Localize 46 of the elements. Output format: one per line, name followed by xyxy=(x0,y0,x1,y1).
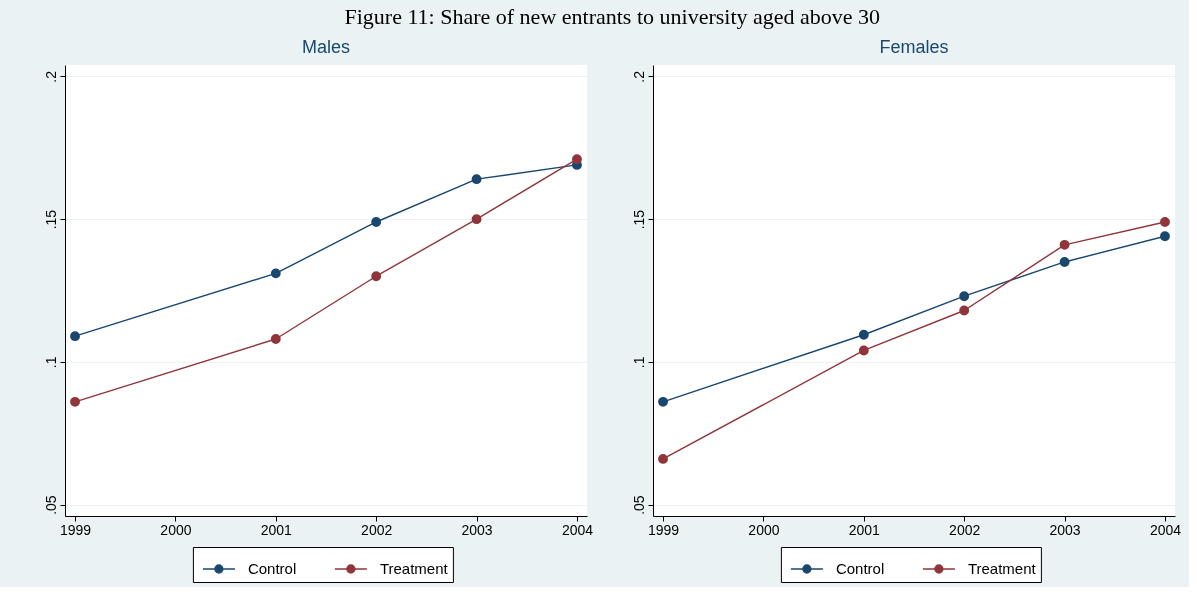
x-tick-label: 2001 xyxy=(848,521,881,538)
point xyxy=(270,268,281,279)
y-tick-label: .1 xyxy=(42,356,59,369)
x-tick-label: 2001 xyxy=(260,521,293,538)
x-tick-label: 2003 xyxy=(461,521,493,538)
x-tick-label: 2000 xyxy=(160,521,192,538)
point xyxy=(471,174,482,185)
point xyxy=(858,345,869,356)
y-tick-label: .2 xyxy=(42,70,59,83)
x-tick-label: 2004 xyxy=(1149,521,1182,538)
point xyxy=(270,334,281,344)
point xyxy=(371,271,382,282)
x-tick-label: 1999 xyxy=(647,521,680,538)
point xyxy=(658,396,668,407)
point xyxy=(959,291,970,302)
chart-title: Males xyxy=(301,37,351,57)
legend-label: Control xyxy=(835,560,885,577)
point xyxy=(1160,217,1170,227)
point xyxy=(658,453,668,464)
y-tick-label: .15 xyxy=(630,209,647,230)
point xyxy=(70,331,80,342)
x-tick-label: 2000 xyxy=(748,521,780,538)
legend-label: Treatment xyxy=(967,560,1037,577)
point xyxy=(1059,239,1070,250)
x-tick-label: 1999 xyxy=(59,521,92,538)
x-tick-label: 2002 xyxy=(361,521,393,538)
point xyxy=(858,329,869,340)
chart-title: Females xyxy=(879,37,949,57)
y-tick-label: .1 xyxy=(630,356,647,369)
point xyxy=(70,396,80,407)
legend-label: Treatment xyxy=(379,560,449,577)
x-tick-label: 2003 xyxy=(1049,521,1081,538)
y-tick-label: .05 xyxy=(630,495,647,515)
y-tick-label: .15 xyxy=(42,209,59,230)
point xyxy=(959,305,970,316)
y-tick-label: .05 xyxy=(42,495,59,515)
y-tick-label: .2 xyxy=(630,70,647,83)
caption: Figure 11: Share of new entrants to university aged above 30 xyxy=(344,4,881,29)
point xyxy=(471,214,482,225)
x-tick-label: 2004 xyxy=(561,521,594,538)
legend-label: Control xyxy=(247,560,297,577)
point xyxy=(371,217,382,227)
point xyxy=(572,154,582,165)
point xyxy=(1160,231,1170,242)
x-tick-label: 2002 xyxy=(949,521,981,538)
point xyxy=(1059,257,1070,267)
